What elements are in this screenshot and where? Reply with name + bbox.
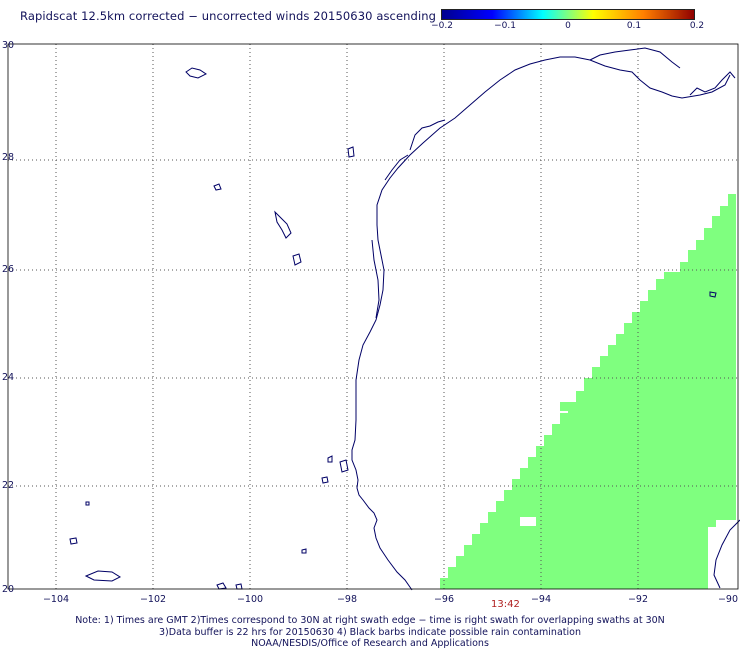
galveston-bay [409, 119, 446, 151]
inland-lake [327, 455, 333, 463]
inland-lake [185, 67, 207, 79]
barrier-island [371, 239, 380, 319]
mississippi-delta [689, 71, 736, 96]
note-line: Note: 1) Times are GMT 2)Times correspon… [75, 615, 665, 626]
colorbar-tick: 0.1 [626, 21, 642, 31]
lat-label: 28 [2, 152, 14, 163]
inland-lake [84, 570, 122, 582]
swath-gap [520, 517, 536, 526]
wind-swath [440, 194, 736, 589]
inland-lake [213, 183, 222, 191]
inland-lake [216, 582, 227, 590]
inland-lake [347, 146, 355, 158]
lat-lon-grid [8, 44, 738, 589]
lat-label: 22 [2, 480, 14, 491]
map-frame [7, 43, 739, 590]
lon-label: −94 [531, 594, 551, 605]
longitude-labels: −104 −102 −100 −98 −96 −94 −92 −90 [43, 594, 738, 605]
swath-cell [560, 402, 576, 411]
yucatan-coast [713, 519, 740, 589]
louisiana-marsh [589, 47, 681, 69]
notes: Note: 1) Times are GMT 2)Times correspon… [0, 615, 740, 650]
inland-lake [321, 476, 329, 484]
lon-label: −90 [718, 594, 738, 605]
colorbar-tick: −0.1 [494, 21, 516, 31]
swath-time-label: 13:42 [491, 599, 520, 610]
inland-lake [339, 459, 349, 473]
inland-lake [709, 291, 717, 298]
lat-label: 26 [2, 264, 14, 275]
coastline [69, 47, 740, 591]
inland-lake [85, 501, 90, 506]
inland-lake [292, 253, 302, 266]
inland-lake [235, 583, 243, 590]
gulf-coastline [351, 56, 731, 591]
lat-label: 30 [2, 40, 14, 51]
note-line: 3)Data buffer is 22 hrs for 20150630 4) … [159, 626, 581, 638]
swath-area [440, 194, 736, 589]
colorbar-tick: 0.2 [689, 21, 705, 31]
inland-lake [69, 537, 78, 545]
colorbar-tick: 0 [565, 21, 571, 31]
lat-label: 24 [2, 372, 14, 383]
map-title: Rapidscat 12.5km corrected − uncorrected… [20, 9, 437, 23]
lon-label: −96 [434, 594, 454, 605]
lat-label: 20 [2, 584, 14, 595]
inland-lake [274, 210, 292, 239]
inland-lake [301, 548, 307, 554]
lon-label: −100 [237, 594, 263, 605]
colorbar [441, 9, 695, 20]
matagorda-bay [384, 154, 409, 181]
lon-label: −98 [337, 594, 357, 605]
colorbar-tick: −0.2 [431, 21, 453, 31]
lon-label: −102 [140, 594, 166, 605]
lon-label: −92 [628, 594, 648, 605]
note-line: NOAA/NESDIS/Office of Research and Appli… [251, 638, 489, 649]
latitude-labels: 30 28 26 24 22 20 [2, 40, 14, 595]
lon-label: −104 [43, 594, 69, 605]
